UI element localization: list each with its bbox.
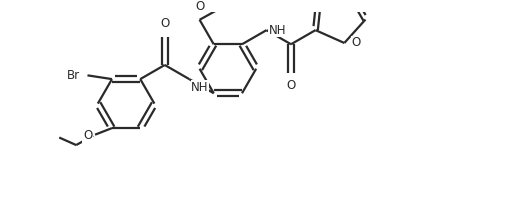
Text: O: O [195,0,204,13]
Text: NH: NH [191,81,209,94]
Text: Br: Br [67,69,80,82]
Text: O: O [286,79,296,92]
Text: NH: NH [268,24,286,37]
Text: O: O [352,36,361,49]
Text: O: O [83,129,92,142]
Text: O: O [160,17,169,30]
